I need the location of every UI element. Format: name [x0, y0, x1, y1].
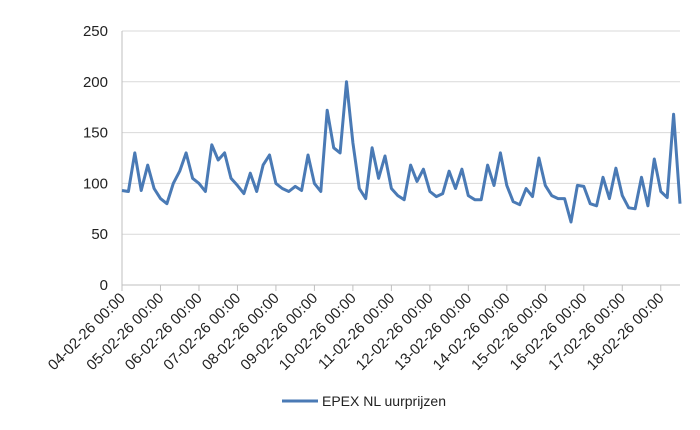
y-tick-label: 50 — [91, 226, 108, 243]
legend-label: EPEX NL uurprijzen — [322, 393, 446, 409]
y-tick-label: 200 — [83, 74, 108, 91]
y-tick-label: 250 — [83, 23, 108, 40]
y-tick-label: 150 — [83, 125, 108, 142]
series-line — [121, 80, 682, 224]
y-tick-label: 0 — [100, 277, 108, 294]
y-tick-label: 100 — [83, 175, 108, 192]
